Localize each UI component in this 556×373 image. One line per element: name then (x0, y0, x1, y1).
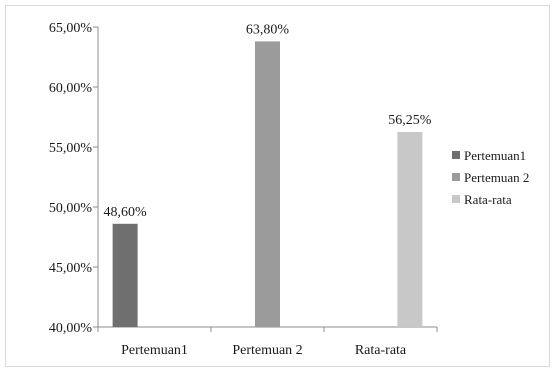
chart-data-labels: 48,60% 63,80% 56,25% (104, 22, 432, 219)
data-label: 56,25% (388, 113, 432, 128)
bar-rata-rata (397, 132, 423, 327)
data-label: 48,60% (104, 205, 148, 220)
y-tick-label: 65,00% (49, 21, 93, 36)
legend-swatch (452, 173, 460, 181)
bar-pertemuan-2 (255, 41, 280, 328)
y-tick-label: 45,00% (49, 261, 93, 276)
y-tick-label: 40,00% (49, 321, 93, 336)
y-tick-label: 50,00% (49, 201, 93, 216)
legend-swatch (452, 195, 460, 203)
x-tick-label: Pertemuan 2 (232, 343, 302, 358)
y-tick-label: 60,00% (49, 81, 93, 96)
data-label: 63,80% (246, 22, 290, 37)
chart-legend: Pertemuan1 Pertemuan 2 Rata-rata (452, 148, 529, 207)
legend-label: Pertemuan1 (464, 148, 526, 163)
legend-swatch (452, 151, 460, 159)
legend-label: Rata-rata (464, 192, 512, 207)
chart-bars (112, 41, 423, 328)
chart-axes: 40,00% 45,00% 50,00% 55,00% 60,00% 65,00% Pert… (49, 21, 438, 358)
y-tick-label: 55,00% (49, 141, 93, 156)
bar-pertemuan1 (112, 223, 138, 327)
x-tick-label: Rata-rata (355, 343, 407, 358)
x-tick-label: Pertemuan1 (121, 343, 188, 358)
legend-label: Pertemuan 2 (464, 170, 529, 185)
